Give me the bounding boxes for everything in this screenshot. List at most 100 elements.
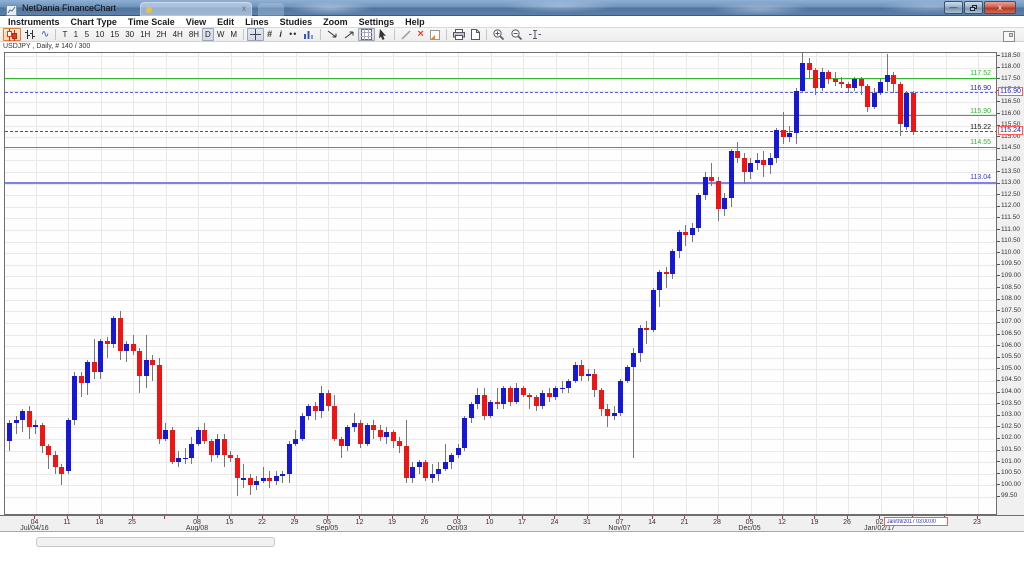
candle: [806, 62, 812, 70]
date-tick-label: 29: [290, 519, 299, 526]
mini-chart-tool-icon: [303, 29, 314, 40]
delete-all-lines-button[interactable]: ×: [414, 28, 426, 41]
trend-line-tool-button[interactable]: [324, 28, 341, 41]
vertical-gridline: [750, 53, 752, 514]
price-tick: [997, 171, 1000, 173]
timeframe-10m-button[interactable]: 10: [95, 30, 105, 39]
minimize-button[interactable]: —: [944, 1, 963, 14]
print-button[interactable]: [450, 28, 468, 41]
chart-plot-area[interactable]: 117.52 116.90 115.90 115.22 114.55 113.04: [4, 52, 997, 515]
menu-zoom[interactable]: Zoom: [323, 17, 348, 27]
fibonacci-grid-tool-button[interactable]: [358, 28, 376, 41]
candle: [254, 480, 259, 486]
remove-line-tool-button[interactable]: [398, 28, 414, 41]
candle: [351, 422, 357, 428]
chart-type-bars-button[interactable]: [21, 28, 38, 41]
candle: [553, 387, 558, 398]
menu-time-scale[interactable]: Time Scale: [127, 17, 175, 27]
candle: [709, 176, 714, 182]
candle: [852, 79, 857, 89]
month-label: Aug/08: [185, 525, 209, 532]
menu-chart-type[interactable]: Chart Type: [70, 17, 117, 27]
price-tick: [997, 403, 1000, 405]
candle-wick: [80, 371, 82, 398]
timeframe-15m-button[interactable]: 15: [110, 30, 120, 39]
candle: [195, 429, 201, 444]
close-button[interactable]: x: [984, 1, 1016, 14]
delete-last-line-button[interactable]: [427, 28, 443, 41]
date-tick: [846, 516, 848, 519]
timeframe-5m-button[interactable]: 5: [84, 30, 90, 39]
crosshair-tool-button[interactable]: [247, 28, 265, 41]
price-tick: [997, 449, 1000, 451]
timeframe-weekly-button[interactable]: W: [216, 30, 225, 39]
info-tool-button[interactable]: i: [275, 28, 286, 41]
maximize-button[interactable]: [964, 1, 983, 14]
date-tick-label: 10: [485, 519, 494, 526]
menu-edit[interactable]: Edit: [217, 17, 235, 27]
date-tick: [294, 516, 295, 519]
zoom-interval-button[interactable]: [526, 28, 544, 41]
price-tick: [997, 379, 1000, 381]
candle: [715, 181, 721, 210]
date-tick-label: 21: [680, 519, 689, 526]
price-tick: [997, 136, 1000, 138]
vertical-gridline: [685, 53, 687, 514]
horizontal-gridline: [5, 473, 996, 475]
timeframe-daily-button[interactable]: D: [202, 28, 214, 41]
candle: [98, 341, 103, 372]
timeframe-monthly-button[interactable]: M: [230, 30, 238, 39]
remove-line-tool-icon: [401, 29, 411, 40]
vertical-gridline: [490, 53, 492, 514]
horizontal-gridline: [5, 114, 996, 116]
grid-toggle-button[interactable]: #: [264, 28, 275, 41]
menu-lines[interactable]: Lines: [245, 17, 269, 27]
price-tick-label: 118.50: [1001, 51, 1021, 59]
horizontal-gridline: [5, 404, 996, 406]
price-tick: [997, 287, 1000, 289]
timeframe-2h-button[interactable]: 2H: [156, 30, 167, 39]
vertical-gridline: [263, 53, 264, 514]
date-tick: [716, 516, 718, 519]
timeframe-1h-button[interactable]: 1H: [140, 30, 151, 39]
price-tick: [997, 240, 1000, 242]
chart-type-candlestick-button[interactable]: [3, 28, 21, 41]
price-tick: [997, 461, 1000, 463]
timeframe-tick-button[interactable]: T: [62, 30, 68, 39]
chart-type-line-button[interactable]: ∿: [38, 28, 52, 41]
menu-studies[interactable]: Studies: [279, 17, 313, 27]
fibonacci-grid-tool-icon: [361, 29, 373, 40]
vertical-gridline: [230, 53, 232, 514]
ray-pointer-tool-button[interactable]: [375, 28, 391, 41]
zoom-in-button[interactable]: [490, 28, 508, 41]
timeframe-4h-button[interactable]: 4H: [172, 30, 183, 39]
candle: [117, 318, 123, 351]
timeframe-8h-button[interactable]: 8H: [188, 30, 200, 39]
price-axis[interactable]: 118.50118.00117.50117.00116.50116.00115.…: [997, 52, 1024, 515]
menu-instruments[interactable]: Instruments: [8, 17, 60, 27]
candle: [59, 466, 64, 474]
date-tick: [879, 516, 880, 519]
candle: [364, 425, 370, 444]
candle: [787, 132, 792, 138]
menu-settings[interactable]: Settings: [358, 17, 395, 27]
menu-help[interactable]: Help: [405, 17, 425, 27]
candle: [111, 318, 116, 344]
timeframe-30m-button[interactable]: 30: [125, 30, 135, 39]
mini-chart-tool-button[interactable]: [300, 28, 317, 41]
panel-toggle-button[interactable]: [1000, 30, 1018, 43]
candle: [793, 90, 799, 133]
tracking-dots-tool-button[interactable]: ••: [286, 28, 300, 41]
page-setup-button[interactable]: [468, 28, 483, 41]
candle-wick: [860, 76, 862, 96]
menu-view[interactable]: View: [185, 17, 207, 27]
zoom-out-button[interactable]: [508, 28, 526, 41]
horizontal-gridline: [5, 172, 996, 174]
time-axis[interactable]: 04 Jul/04/16 11 18 25 08 Aug/08 15 22 29 05 Sep/05 1…: [0, 515, 1024, 532]
timeframe-1m-button[interactable]: 1: [73, 30, 79, 39]
candle: [845, 83, 851, 89]
candle: [384, 432, 389, 437]
price-tick-label: 117.50: [1001, 74, 1021, 82]
price-tick: [997, 368, 1000, 370]
trend-channel-tool-button[interactable]: [341, 28, 358, 41]
